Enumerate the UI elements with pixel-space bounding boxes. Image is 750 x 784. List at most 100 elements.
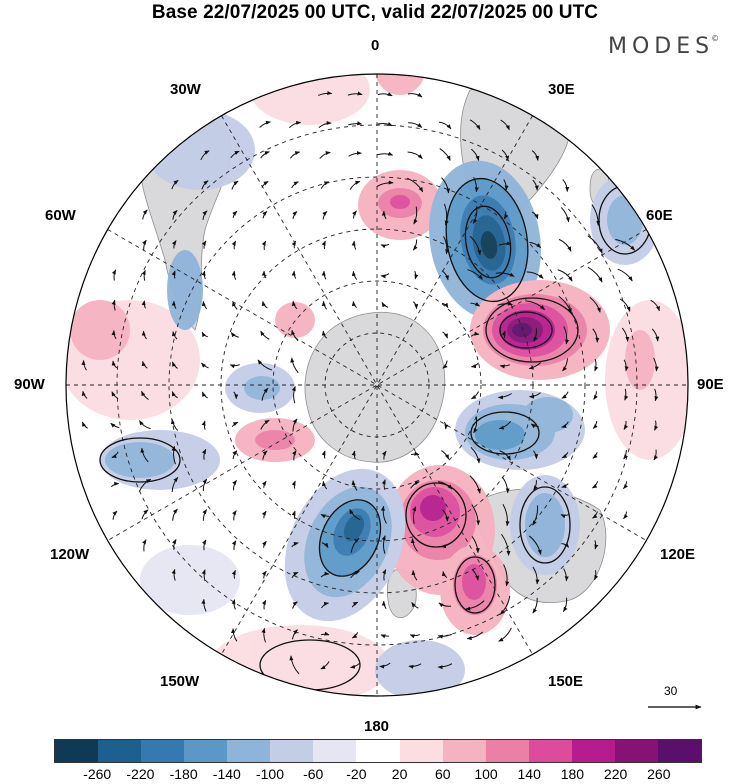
anomaly-weak-neg-sw <box>140 545 240 615</box>
colorbar-swatch-2 <box>141 740 184 762</box>
wind-arrow <box>384 601 386 609</box>
wind-arrow <box>378 94 392 96</box>
wind-arrow <box>82 422 87 428</box>
colorbar-tick-label: 20 <box>392 766 408 782</box>
wind-arrow <box>381 244 389 245</box>
wind-arrow <box>263 211 267 218</box>
colorbar-swatch-12 <box>572 740 615 762</box>
wind-arrow <box>293 211 297 218</box>
wind-arrow <box>593 452 597 458</box>
wind-arrow <box>111 423 120 427</box>
label-180: 180 <box>364 718 389 735</box>
wind-arrow <box>139 421 150 429</box>
colorbar-swatch-3 <box>184 740 227 762</box>
wind-arrow <box>623 481 626 488</box>
wind-arrow <box>113 511 117 520</box>
colorbar-tick-label: 180 <box>561 766 584 782</box>
wind-arrow <box>593 421 597 428</box>
wind-arrow <box>172 419 177 430</box>
wind-arrow <box>624 512 627 519</box>
wind-arrow <box>203 479 206 491</box>
wind-arrow <box>443 332 448 338</box>
wind-arrow <box>294 271 296 279</box>
wind-arrow <box>353 271 356 279</box>
wind-arrow <box>173 509 178 521</box>
colorbar-tick-label: 140 <box>518 766 541 782</box>
wind-arrow <box>499 628 512 641</box>
wind-arrow <box>563 179 568 191</box>
wind-arrow <box>232 422 238 427</box>
wind-arrow <box>292 358 298 373</box>
wind-arrow <box>264 571 267 578</box>
wind-arrow <box>294 481 295 489</box>
wind-arrow <box>413 302 416 309</box>
wind-arrow <box>202 332 208 337</box>
colorbar-swatch-14 <box>658 740 701 762</box>
wind-arrow <box>261 152 270 158</box>
label-90w: 90W <box>14 376 45 393</box>
wind-arrow <box>264 511 266 518</box>
wind-arrow <box>202 363 209 368</box>
anomaly-weak-ne <box>250 55 370 125</box>
colorbar-swatch-9 <box>443 740 486 762</box>
colorbar-tick-label: 60 <box>435 766 451 782</box>
label-0: 0 <box>371 37 379 54</box>
modes-logo: MODES© <box>608 34 719 59</box>
wind-arrow <box>350 181 360 189</box>
wind-arrow <box>230 365 240 366</box>
wind-arrow <box>263 301 268 308</box>
wind-arrow <box>349 153 362 156</box>
wind-arrow <box>559 239 571 251</box>
wind-arrow <box>588 267 602 282</box>
wind-arrow <box>143 210 148 220</box>
colorbar-tick-label: 260 <box>647 766 670 782</box>
wind-arrow <box>354 241 356 250</box>
wind-arrow <box>264 600 266 609</box>
wind-arrow <box>324 241 325 249</box>
label-150w: 150W <box>160 673 199 690</box>
colorbar-swatch-10 <box>486 740 529 762</box>
wind-arrow <box>444 422 445 429</box>
wind-arrow <box>114 270 116 281</box>
wind-arrow <box>415 271 416 279</box>
colorbar-swatch-5 <box>270 740 313 762</box>
label-150e: 150E <box>548 673 583 690</box>
wind-arrow <box>592 481 597 488</box>
wind-arrow <box>561 207 568 221</box>
wind-arrow <box>413 240 416 251</box>
wind-arrow <box>234 241 236 249</box>
wind-arrow <box>618 269 633 281</box>
label-30e: 30E <box>548 81 575 98</box>
wind-arrow <box>261 331 270 339</box>
wind-arrow <box>234 600 235 610</box>
wind-arrow <box>408 152 423 159</box>
wind-arrow <box>292 182 299 188</box>
colorbar-tick-label: -220 <box>126 766 154 782</box>
wind-arrow <box>264 481 266 488</box>
wind-arrow <box>381 635 389 636</box>
colorbar-swatch-11 <box>529 740 572 762</box>
wind-arrow <box>439 122 451 129</box>
wind-arrow <box>234 541 236 550</box>
wind-arrow <box>264 241 265 250</box>
wind-arrow <box>441 451 448 459</box>
label-120e: 120E <box>660 546 695 563</box>
anomaly-weak-neg-s <box>375 640 465 700</box>
colorbar-tick-label: -260 <box>83 766 111 782</box>
map-title: Base 22/07/2025 00 UTC, valid 22/07/2025… <box>0 2 750 24</box>
wind-arrow <box>144 540 146 552</box>
wind-arrow <box>290 152 299 158</box>
colorbar-swatch-7 <box>356 740 399 762</box>
wind-arrow <box>502 477 508 493</box>
colorbar-swatch-13 <box>615 740 658 762</box>
wind-arrow <box>410 635 420 636</box>
wind-arrow <box>264 541 267 548</box>
label-90e: 90E <box>697 376 724 393</box>
colorbar <box>54 739 702 763</box>
colorbar-tick-label: -60 <box>303 766 323 782</box>
label-30w: 30W <box>170 81 201 98</box>
wind-arrow <box>377 154 392 156</box>
wind-arrow <box>624 450 627 459</box>
